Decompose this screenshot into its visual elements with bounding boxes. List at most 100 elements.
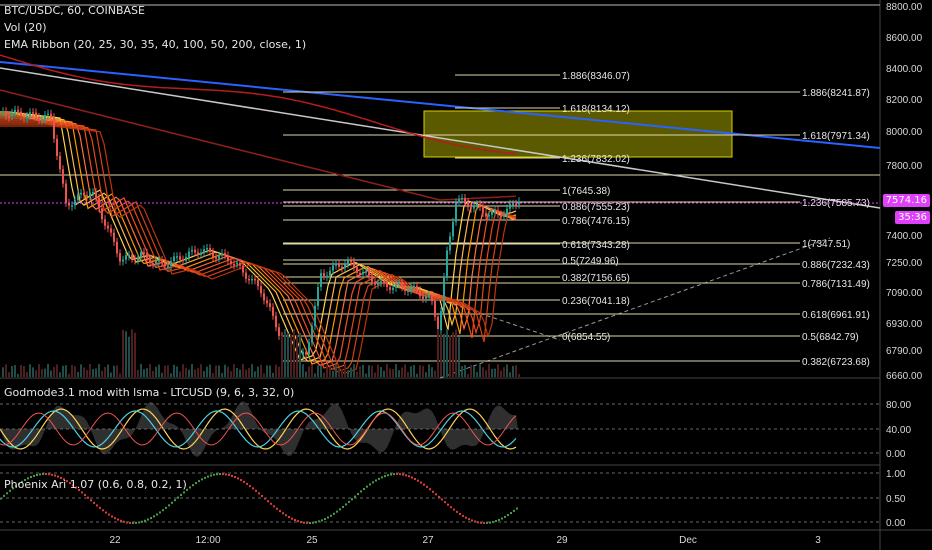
- countdown-tag: 35:36: [895, 211, 930, 224]
- osc2-point: [291, 517, 293, 520]
- volume-bar: [146, 368, 148, 377]
- osc2-point: [273, 505, 275, 508]
- osc2-point: [483, 521, 485, 524]
- candle-body: [44, 115, 46, 120]
- osc2-point: [369, 483, 371, 486]
- volume-bar: [296, 334, 298, 377]
- osc2-point: [447, 503, 449, 506]
- osc2-point: [186, 488, 188, 491]
- osc2-point: [153, 515, 155, 518]
- volume-bar: [74, 366, 76, 377]
- volume-bar: [458, 337, 460, 377]
- candle-body: [113, 232, 115, 242]
- volume-bar: [254, 371, 256, 377]
- ema-100-line: [0, 89, 517, 201]
- oscillator1-title[interactable]: Godmode3.1 mod with lsma - LTCUSD (9, 6,…: [4, 386, 295, 399]
- fib-retracement-mid[interactable]: 1.886(8346.07) 1.618(8134.12) 1.236(7832.0…: [283, 71, 630, 343]
- candle-body: [431, 295, 433, 302]
- volume-bar: [422, 365, 424, 377]
- volume-bar: [53, 367, 55, 377]
- dashed-projection-line-2[interactable]: [439, 237, 831, 379]
- volume-legend[interactable]: Vol (20): [4, 21, 47, 34]
- osc2-point: [78, 488, 80, 491]
- candle-body: [161, 260, 163, 264]
- volume-bar: [464, 365, 466, 377]
- osc2-point: [423, 483, 425, 486]
- osc2-point: [432, 490, 434, 493]
- volume-bar: [407, 371, 409, 377]
- osc2-point: [168, 504, 170, 507]
- volume-bar: [50, 370, 52, 377]
- osc2-point: [294, 519, 296, 522]
- fib-extension-right[interactable]: 1.886(8241.87) 1.618(7971.34) 1.236(7585.7…: [283, 88, 870, 368]
- candle-body: [275, 315, 277, 328]
- osc2-point: [459, 512, 461, 515]
- ribbon-legend[interactable]: EMA Ribbon (20, 25, 30, 35, 40, 100, 50,…: [4, 38, 307, 51]
- osc2-point: [393, 473, 395, 476]
- candle-body: [59, 156, 61, 170]
- candle-body: [338, 264, 340, 267]
- candle-body: [41, 119, 43, 121]
- volume-bar: [26, 372, 28, 377]
- osc2-point: [465, 516, 467, 519]
- osc2-point: [387, 474, 389, 477]
- volume-bar: [113, 365, 115, 377]
- volume-bar: [209, 364, 211, 377]
- fib-mid-label: 1.618(8134.12): [562, 104, 630, 115]
- osc2-point: [9, 489, 11, 492]
- volume-bar: [71, 364, 73, 377]
- volume-bar: [320, 365, 322, 377]
- symbol-legend[interactable]: BTC/USDC, 60, COINBASE: [4, 4, 145, 17]
- volume-bar: [59, 372, 61, 377]
- candle-body: [35, 112, 37, 117]
- osc2-point: [72, 484, 74, 487]
- osc2-point: [45, 473, 47, 476]
- candle-body: [200, 252, 202, 255]
- blue-trendline[interactable]: [0, 61, 881, 149]
- candle-body: [410, 286, 412, 291]
- volume-bar: [182, 364, 184, 377]
- osc2-point: [54, 474, 56, 477]
- price-axis[interactable]: 8800.00 8600.00 8400.00 8200.00 8000.00 7800.…: [886, 2, 923, 382]
- volume-bar: [272, 372, 274, 377]
- volume-bar: [110, 372, 112, 377]
- osc2-point: [303, 521, 305, 524]
- candle-body: [434, 301, 436, 317]
- volume-bar: [161, 372, 163, 377]
- candle-body: [167, 266, 169, 268]
- volume-bar: [101, 370, 103, 377]
- volume-bar: [332, 370, 334, 377]
- time-axis[interactable]: 22 12:00 25 27 29 Dec 3: [109, 535, 821, 546]
- candle-body: [92, 192, 94, 194]
- osc2-point: [240, 479, 242, 482]
- osc2-point: [390, 473, 392, 476]
- candle-body: [443, 276, 445, 312]
- candle-body: [353, 261, 355, 268]
- volume-bar: [203, 371, 205, 377]
- candle-body: [464, 198, 466, 202]
- osc2-point: [504, 515, 506, 518]
- candle-body: [269, 303, 271, 308]
- oscillator2-title[interactable]: Phoenix Ari 1.07 (0.6, 0.8, 0.2, 1): [4, 478, 187, 491]
- osc2-point: [288, 516, 290, 519]
- candle-body: [206, 248, 208, 250]
- candle-body: [89, 192, 91, 197]
- dashed-projection-line[interactable]: [439, 299, 561, 341]
- volume-bar: [359, 366, 361, 377]
- osc2-point: [336, 510, 338, 513]
- osc2-point: [99, 506, 101, 509]
- osc2-point: [27, 477, 29, 480]
- ema-ribbon-line: [0, 115, 517, 365]
- osc2-point: [60, 476, 62, 479]
- white-trendline[interactable]: [0, 67, 881, 209]
- osc2-point: [15, 484, 17, 487]
- candle-body: [413, 285, 415, 288]
- volume-bar: [131, 329, 133, 377]
- candle-body: [305, 352, 307, 355]
- osc2-point: [141, 520, 143, 523]
- candle-body: [179, 256, 181, 260]
- volume-bar: [29, 364, 31, 377]
- candle-body: [248, 278, 250, 281]
- candle-body: [152, 263, 154, 265]
